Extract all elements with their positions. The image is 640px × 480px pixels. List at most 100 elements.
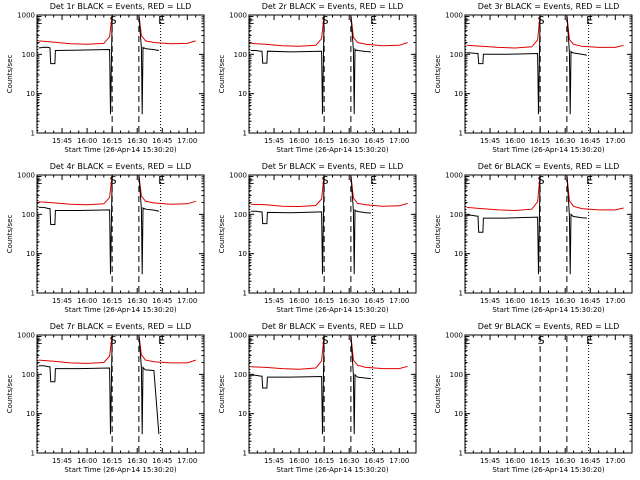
marker-label: E [35, 14, 42, 27]
x-tick-label: 16:45 [364, 457, 384, 465]
x-tick-label: 15:45 [264, 457, 284, 465]
marker-label: E [247, 174, 254, 187]
lld-series-line [250, 175, 408, 208]
x-tick-label: 16:30 [127, 457, 147, 465]
panel-5: Det 5r BLACK = Events, RED = LLD 1 10 100 10… [218, 162, 417, 314]
events-series-line [250, 175, 371, 275]
y-tick-label: 1000 [445, 172, 463, 180]
x-tick-label: 17:00 [177, 457, 197, 465]
x-tick-label: 15:45 [264, 137, 284, 145]
panel-title: Det 8r BLACK = Events, RED = LLD [262, 322, 404, 331]
marker-label: E [586, 14, 593, 27]
plot-frame [36, 174, 205, 294]
y-tick-label: 1000 [17, 12, 35, 20]
x-tick-label: 16:15 [530, 457, 550, 465]
x-axis-label: Start Time (26-Apr-14 15:30:20) [64, 306, 176, 314]
marker-label: E [463, 14, 470, 27]
y-tick-label: 10 [454, 90, 463, 98]
y-tick-label: 100 [22, 211, 35, 219]
x-axis-label: Start Time (26-Apr-14 15:30:20) [492, 146, 604, 154]
marker-label: E [586, 334, 593, 347]
lld-series-line [466, 15, 624, 49]
marker-label: E [370, 174, 377, 187]
y-tick-label: 10 [238, 410, 247, 418]
panel-6: Det 6r BLACK = Events, RED = LLD 1 10 100 10… [434, 162, 633, 314]
y-tick-label: 1000 [229, 12, 247, 20]
marker-label: E [35, 174, 42, 187]
marker-label: S [322, 334, 329, 347]
marker-label: E [158, 334, 165, 347]
lld-series-line [466, 175, 624, 212]
y-tick-label: 1000 [445, 332, 463, 340]
x-tick-label: 16:45 [152, 457, 172, 465]
events-series-line [38, 175, 160, 275]
x-tick-label: 16:15 [530, 137, 550, 145]
panel-1: Det 1r BLACK = Events, RED = LLD 1 10 100 10… [6, 2, 205, 154]
y-tick-label: 10 [26, 90, 35, 98]
x-axis-label: Start Time (26-Apr-14 15:30:20) [276, 466, 388, 474]
y-tick-label: 10 [238, 90, 247, 98]
x-tick-label: 17:00 [389, 297, 409, 305]
marker-label: E [247, 334, 254, 347]
y-axis-label: Counts/sec [218, 375, 226, 414]
x-tick-label: 16:30 [555, 137, 575, 145]
plot-frame [36, 14, 205, 134]
marker-label: S [110, 334, 117, 347]
x-axis-label: Start Time (26-Apr-14 15:30:20) [276, 146, 388, 154]
x-tick-label: 15:45 [52, 137, 72, 145]
x-tick-label: 16:15 [102, 457, 122, 465]
x-tick-label: 16:45 [580, 457, 600, 465]
x-tick-label: 16:45 [364, 297, 384, 305]
marker-label: E [463, 174, 470, 187]
x-tick-label: 16:45 [364, 137, 384, 145]
y-axis-label: Counts/sec [6, 55, 14, 94]
x-tick-label: 16:15 [314, 137, 334, 145]
x-tick-label: 16:00 [77, 297, 97, 305]
y-tick-label: 1 [31, 450, 35, 458]
y-tick-label: 1 [459, 130, 463, 138]
y-tick-label: 10 [454, 250, 463, 258]
plot-frame [464, 334, 633, 454]
panel-2: Det 2r BLACK = Events, RED = LLD 1 10 100 10… [218, 2, 417, 154]
panel-title: Det 3r BLACK = Events, RED = LLD [478, 2, 620, 11]
x-axis-label: Start Time (26-Apr-14 15:30:20) [492, 306, 604, 314]
x-tick-label: 16:30 [339, 457, 359, 465]
panel-title: Det 6r BLACK = Events, RED = LLD [478, 162, 620, 171]
y-tick-label: 10 [454, 410, 463, 418]
x-axis-label: Start Time (26-Apr-14 15:30:20) [276, 306, 388, 314]
x-tick-label: 15:45 [52, 297, 72, 305]
x-tick-label: 16:15 [314, 457, 334, 465]
y-tick-label: 1 [243, 290, 247, 298]
x-tick-label: 16:00 [505, 297, 525, 305]
x-tick-label: 16:45 [152, 297, 172, 305]
x-tick-label: 16:00 [77, 137, 97, 145]
x-tick-label: 15:45 [264, 297, 284, 305]
x-tick-label: 16:30 [339, 137, 359, 145]
panel-7: Det 7r BLACK = Events, RED = LLD 1 10 100 10… [6, 322, 205, 474]
x-tick-label: 17:00 [605, 137, 625, 145]
events-series-line [38, 15, 159, 115]
y-tick-label: 1000 [229, 332, 247, 340]
x-tick-label: 16:00 [289, 297, 309, 305]
x-tick-label: 17:00 [605, 297, 625, 305]
x-tick-label: 16:00 [505, 137, 525, 145]
marker-label: E [35, 334, 42, 347]
plot-frame [248, 174, 417, 294]
plot-frame [248, 14, 417, 134]
lld-series-line [38, 175, 196, 206]
panel-title: Det 2r BLACK = Events, RED = LLD [262, 2, 404, 11]
y-axis-label: Counts/sec [6, 215, 14, 254]
y-tick-label: 100 [450, 371, 463, 379]
marker-label: S [322, 14, 329, 27]
y-tick-label: 1 [459, 450, 463, 458]
x-axis-label: Start Time (26-Apr-14 15:30:20) [64, 466, 176, 474]
x-tick-label: 15:45 [52, 457, 72, 465]
plot-frame [36, 334, 205, 454]
marker-label: E [370, 334, 377, 347]
y-tick-label: 1 [243, 450, 247, 458]
panel-title: Det 5r BLACK = Events, RED = LLD [262, 162, 404, 171]
events-series-line [250, 335, 371, 435]
marker-label: E [158, 14, 165, 27]
lld-series-line [38, 15, 196, 45]
y-tick-label: 10 [238, 250, 247, 258]
